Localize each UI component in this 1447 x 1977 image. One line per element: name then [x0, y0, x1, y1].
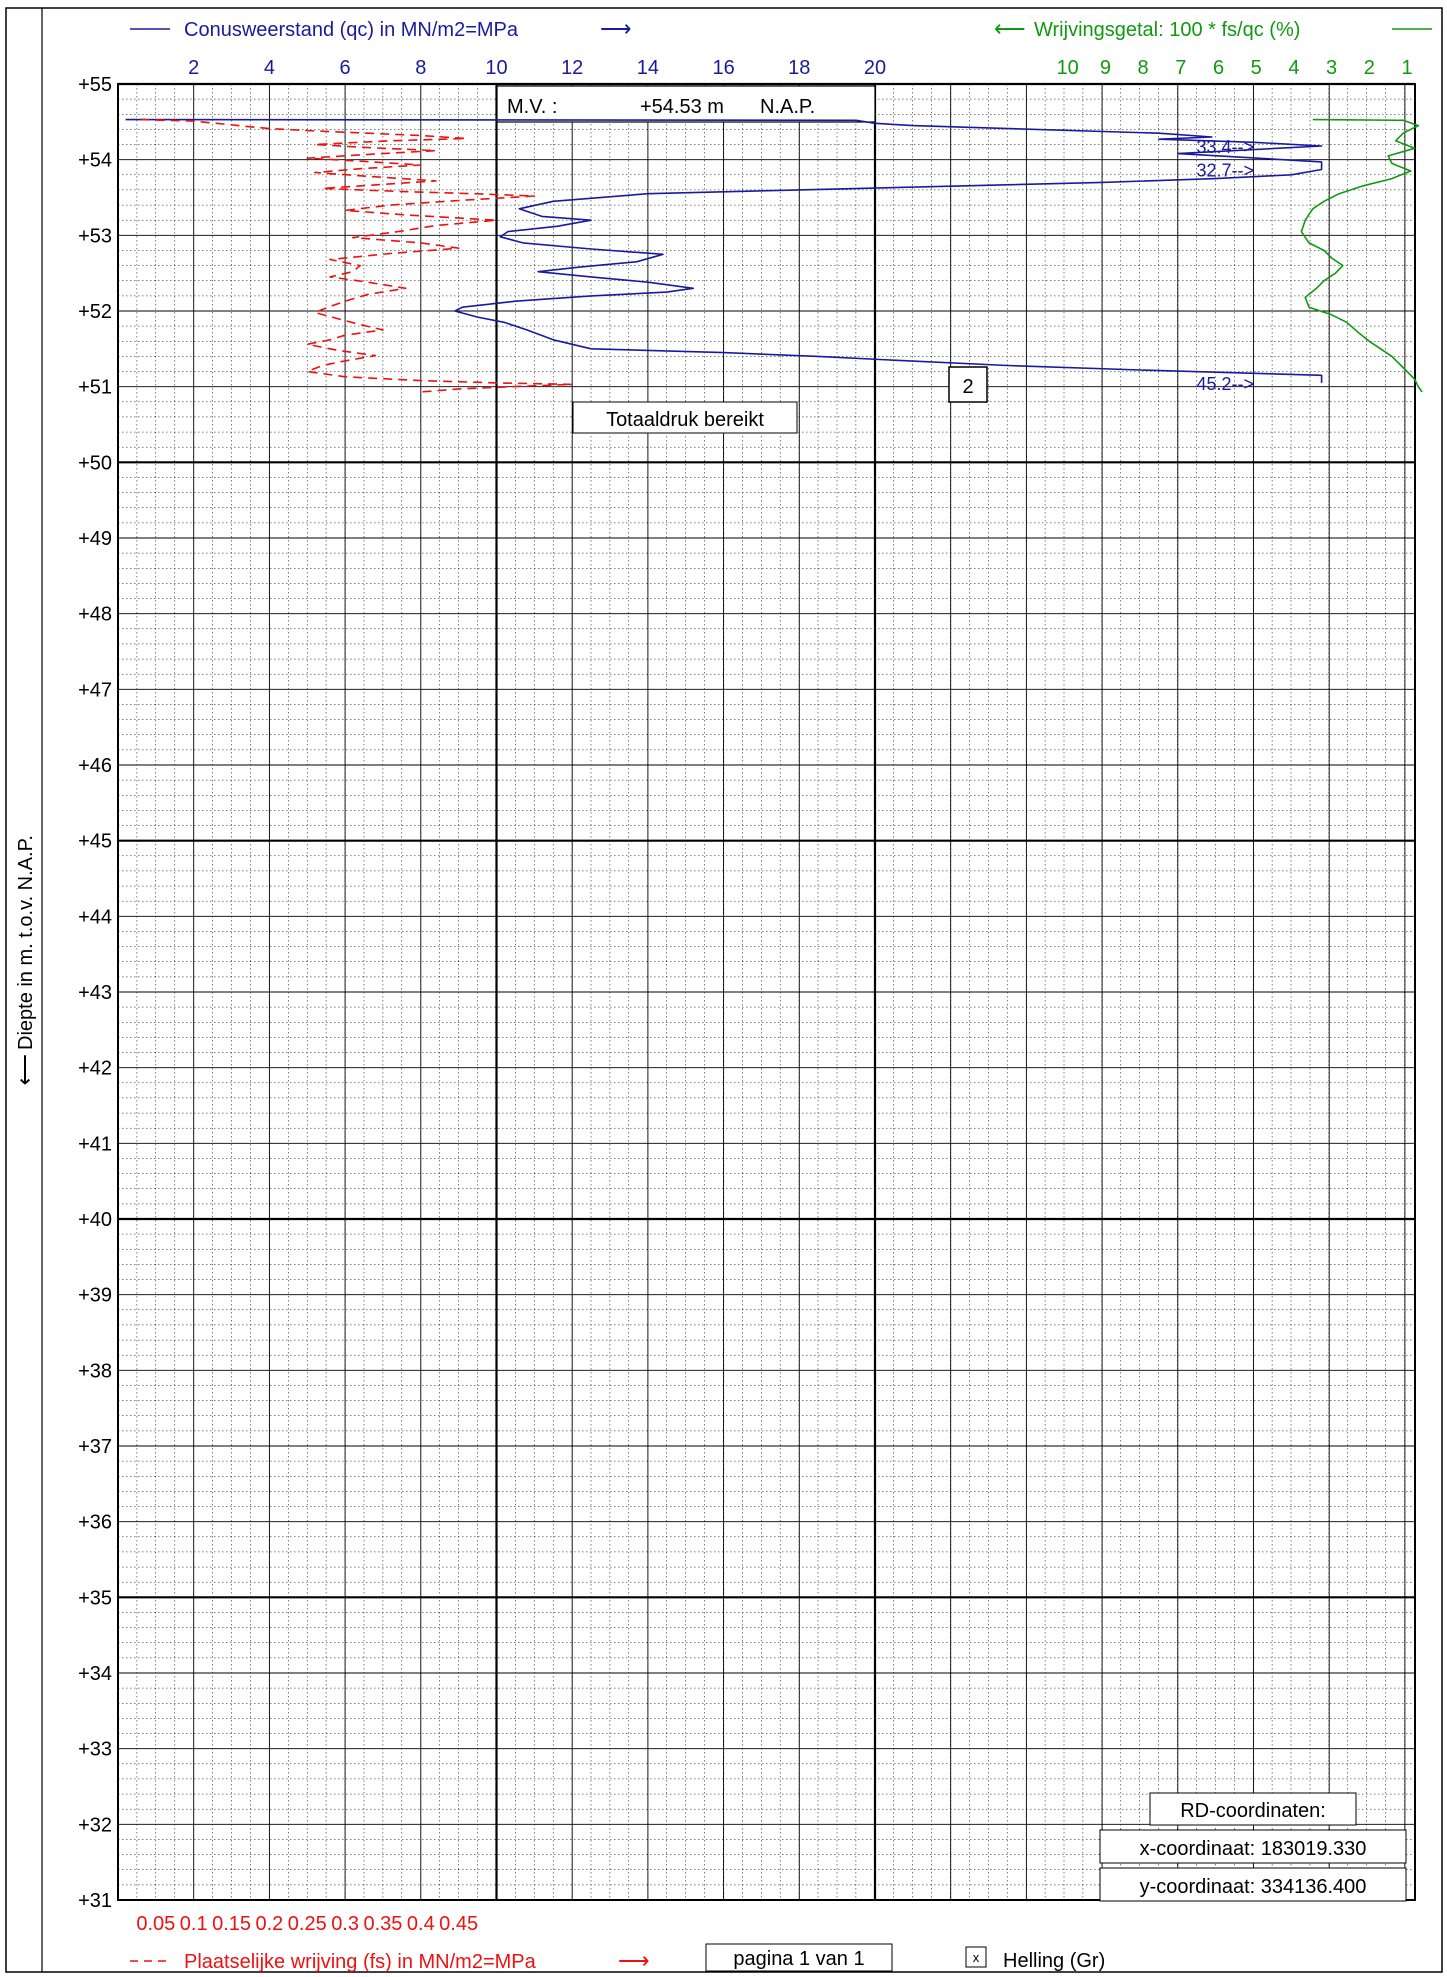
- y-tick-label: +39: [78, 1285, 112, 1307]
- y-tick-label: +40: [78, 1209, 112, 1231]
- qc-tick-label: 2: [188, 57, 199, 79]
- rf-axis-title: Wrijvingsgetal: 100 * fs/qc (%): [1034, 19, 1300, 41]
- overflow-labels: 33.4--> 32.7--> 45.2-->: [1196, 137, 1254, 394]
- fs-series-line: [140, 118, 573, 393]
- rf-tick-label: 5: [1251, 57, 1262, 79]
- y-tick-label: +51: [78, 377, 112, 399]
- qc-overflow-label: 33.4-->: [1196, 137, 1254, 157]
- y-coordinate: y-coordinaat: 334136.400: [1140, 1876, 1367, 1898]
- y-tick-label: +32: [78, 1814, 112, 1836]
- page-label: pagina 1 van 1: [733, 1948, 864, 1970]
- fs-tick-label: 0.35: [363, 1913, 402, 1935]
- x-coord-box: [1099, 1829, 1407, 1864]
- fs-tick-label: 0.45: [439, 1913, 478, 1935]
- y-tick-label: +54: [78, 150, 112, 172]
- y-tick-label: +37: [78, 1436, 112, 1458]
- y-tick-label: +47: [78, 679, 112, 701]
- rd-title: RD-coordinaten:: [1180, 1800, 1326, 1822]
- grid: [117, 82, 1416, 1901]
- rf-tick-labels: 10 9 8 7 6 5 4 3 2 1: [1057, 57, 1413, 79]
- rf-tick-label: 9: [1100, 57, 1111, 79]
- y-tick-label: +36: [78, 1512, 112, 1534]
- rf-tick-label: 7: [1175, 57, 1186, 79]
- fs-tick-label: 0.15: [212, 1913, 251, 1935]
- outer-frame: [5, 7, 1443, 1973]
- mv-box: [496, 85, 876, 123]
- fs-axis-title: Plaatselijke wrijving (fs) in MN/m2=MPa: [184, 1951, 537, 1973]
- y-tick-label: +49: [78, 528, 112, 550]
- qc-tick-labels: 2 4 6 8 10 12 14 16 18 20: [188, 57, 886, 79]
- y-tick-label: +34: [78, 1663, 112, 1685]
- y-tick-label: +50: [78, 452, 112, 474]
- y-tick-label: +52: [78, 301, 112, 323]
- qc-tick-label: 4: [264, 57, 275, 79]
- rf-tick-label: 3: [1326, 57, 1337, 79]
- page-box: [705, 1943, 893, 1972]
- y-tick-label: +44: [78, 906, 112, 928]
- qc-tick-label: 16: [712, 57, 734, 79]
- totaldruk-label: Totaaldruk bereikt: [606, 409, 764, 431]
- y-axis-label: Diepte in m. t.o.v. N.A.P.: [15, 835, 37, 1050]
- qc-axis-title: Conusweerstand (qc) in MN/m2=MPa: [184, 19, 519, 41]
- fs-tick-labels: 0.05 0.1 0.15 0.2 0.25 0.3 0.35 0.4 0.45: [136, 1913, 478, 1935]
- plot-border: [117, 83, 1416, 1901]
- qc-overflow-label: 32.7-->: [1196, 161, 1254, 181]
- rf-series-line: [1300, 118, 1423, 393]
- mv-label: M.V. :: [507, 96, 557, 118]
- series-layer: [125, 118, 1423, 393]
- y-tick-label: +48: [78, 604, 112, 626]
- qc-overflow-label: 45.2-->: [1196, 374, 1254, 394]
- qc-tick-label: 6: [340, 57, 351, 79]
- y-tick-label: +33: [78, 1739, 112, 1761]
- fs-tick-label: 0.2: [255, 1913, 283, 1935]
- y-tick-label: +42: [78, 1058, 112, 1080]
- y-tick-label: +46: [78, 755, 112, 777]
- helling-label: Helling (Gr): [1003, 1950, 1105, 1972]
- fs-tick-label: 0.05: [136, 1913, 175, 1935]
- qc-tick-label: 14: [637, 57, 659, 79]
- qc-tick-label: 10: [485, 57, 507, 79]
- rd-title-box: [1149, 1792, 1357, 1826]
- layer-marker: 2: [962, 376, 973, 398]
- y-tick-label: +55: [78, 74, 112, 96]
- helling-check-icon: x: [973, 1950, 980, 1965]
- mv-unit: N.A.P.: [760, 96, 815, 118]
- fs-tick-label: 0.1: [180, 1913, 208, 1935]
- qc-tick-label: 12: [561, 57, 583, 79]
- rf-tick-label: 8: [1138, 57, 1149, 79]
- y-tick-label: +53: [78, 225, 112, 247]
- fs-tick-label: 0.3: [331, 1913, 359, 1935]
- y-tick-label: +31: [78, 1890, 112, 1912]
- x-coordinate: x-coordinaat: 183019.330: [1140, 1838, 1367, 1860]
- fs-tick-label: 0.25: [288, 1913, 327, 1935]
- y-tick-label: +43: [78, 982, 112, 1004]
- y-tick-label: +38: [78, 1360, 112, 1382]
- rf-tick-label: 10: [1057, 57, 1079, 79]
- mv-value: +54.53 m: [640, 96, 724, 118]
- rf-tick-label: 2: [1364, 57, 1375, 79]
- qc-series-line: [125, 118, 1323, 383]
- y-tick-labels: +55 +54 +53 +52 +51 +50 +49 +48 +47 +46 +45 +44 +43 +…: [78, 74, 112, 1912]
- qc-tick-label: 8: [415, 57, 426, 79]
- rf-tick-label: 1: [1401, 57, 1412, 79]
- qc-tick-label: 18: [788, 57, 810, 79]
- helling-checkbox[interactable]: [965, 1946, 987, 1968]
- layer-marker-box: [948, 366, 988, 403]
- fs-arrow-icon: ⟶: [618, 1948, 650, 1973]
- totaldruk-box: [572, 401, 798, 434]
- qc-arrow-icon: ⟶: [600, 16, 632, 41]
- rf-arrow-icon: ⟵: [994, 16, 1026, 41]
- rf-tick-label: 4: [1288, 57, 1299, 79]
- y-axis-arrow-icon: ⟵: [12, 1054, 37, 1086]
- y-tick-label: +35: [78, 1587, 112, 1609]
- y-tick-label: +41: [78, 1133, 112, 1155]
- qc-tick-label: 20: [864, 57, 886, 79]
- y-coord-box: [1099, 1867, 1407, 1902]
- y-tick-label: +45: [78, 831, 112, 853]
- rf-tick-label: 6: [1213, 57, 1224, 79]
- fs-tick-label: 0.4: [407, 1913, 435, 1935]
